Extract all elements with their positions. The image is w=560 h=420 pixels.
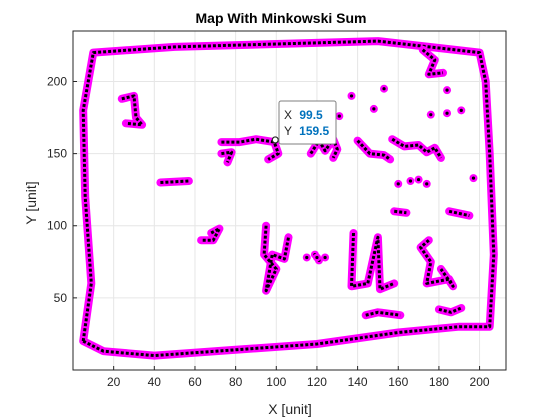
data-tip-marker[interactable] bbox=[271, 136, 279, 144]
occupied-cell-path bbox=[438, 306, 462, 314]
inflated-obstacle-path bbox=[156, 177, 193, 187]
x-tick-label: 200 bbox=[470, 375, 490, 389]
occupied-cell-path bbox=[365, 310, 401, 317]
occupied-point bbox=[349, 94, 354, 98]
occupied-point bbox=[459, 108, 463, 112]
occupied-point bbox=[372, 107, 376, 111]
occupied-point bbox=[323, 255, 327, 260]
occupied-cell-path bbox=[201, 227, 221, 242]
occupied-point bbox=[425, 182, 429, 186]
occupied-cell-path bbox=[221, 137, 280, 161]
y-tick-label: 150 bbox=[47, 147, 67, 161]
occupied-cell-path bbox=[81, 39, 496, 358]
data-tip-x-label: X bbox=[284, 108, 292, 122]
data-tip[interactable]: X 99.5 Y 159.5 bbox=[271, 100, 337, 145]
occupied-cell-path bbox=[419, 239, 455, 288]
x-tick-label: 180 bbox=[429, 375, 449, 389]
x-axis-label: X [unit] bbox=[268, 401, 312, 417]
occupied-cell-path bbox=[391, 137, 443, 159]
x-tick-label: 80 bbox=[229, 375, 243, 389]
x-tick-label: 140 bbox=[348, 375, 368, 389]
y-axis-label: Y [unit] bbox=[23, 181, 39, 224]
x-tick-label: 160 bbox=[388, 375, 408, 389]
data-tip-x-value: 99.5 bbox=[299, 108, 323, 122]
axes-box bbox=[72, 30, 507, 371]
svg-text:X 99.5: X 99.5 bbox=[284, 108, 323, 122]
data-tip-y-value: 159.5 bbox=[299, 124, 329, 138]
occupied-point bbox=[337, 114, 341, 118]
inflated-obstacle-path bbox=[117, 91, 147, 129]
occupied-point bbox=[445, 88, 449, 92]
y-tick-label: 200 bbox=[47, 74, 67, 88]
occupied-point bbox=[408, 179, 413, 183]
occupied-cell-path bbox=[262, 225, 290, 293]
occupied-point bbox=[396, 182, 400, 186]
x-tick-label: 120 bbox=[307, 375, 327, 389]
occupied-point bbox=[382, 87, 386, 91]
data-tip-y-label: Y bbox=[284, 124, 292, 138]
occupied-cell-path bbox=[356, 139, 391, 161]
occupied-point bbox=[305, 255, 309, 260]
y-tick-label: 50 bbox=[54, 291, 68, 305]
occupied-point bbox=[445, 111, 449, 115]
occupied-cell-path bbox=[394, 209, 407, 215]
plot-area[interactable]: 20 40 60 80 100 120 140 160 180 200 50 100 150 200 bbox=[47, 30, 507, 389]
occupied-cell-path bbox=[448, 209, 470, 218]
x-tick-label: 100 bbox=[266, 375, 286, 389]
chart-title: Map With Minkowski Sum bbox=[196, 10, 367, 26]
occupied-point bbox=[429, 113, 433, 117]
occupied-point bbox=[315, 255, 319, 260]
x-tick-label: 60 bbox=[188, 375, 202, 389]
occupied-cell-path bbox=[350, 232, 395, 291]
x-tick-label: 20 bbox=[107, 375, 121, 389]
svg-text:Y 159.5: Y 159.5 bbox=[284, 124, 329, 138]
occupied-cell-path bbox=[421, 48, 444, 76]
occupied-point bbox=[471, 176, 476, 180]
y-tick-label: 100 bbox=[47, 219, 67, 233]
occupied-point bbox=[416, 177, 421, 182]
occupied-cell-path bbox=[221, 150, 234, 163]
plot-background bbox=[73, 31, 506, 370]
x-tick-label: 40 bbox=[148, 375, 162, 389]
data-tip-box bbox=[278, 100, 337, 145]
